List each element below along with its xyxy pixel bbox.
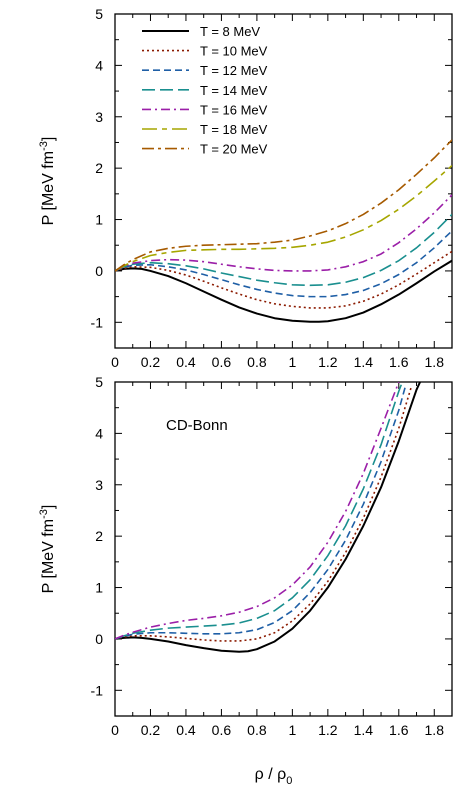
top-panel: 0 0.2 0.4 0.6 0.8 1 1.2 1.4 1.6 1.8 -1 0 1 2 3 4 5 P [MeV… xyxy=(38,6,453,370)
series-line xyxy=(115,384,407,640)
y-tick-label: -1 xyxy=(91,314,104,330)
y-tick-label: -1 xyxy=(91,682,104,698)
legend-label: T = 12 MeV xyxy=(200,63,268,78)
series-line xyxy=(115,213,452,287)
series-line xyxy=(115,259,452,323)
x-tick-label: 1.4 xyxy=(354,354,374,370)
x-tick-label: 1.6 xyxy=(389,722,409,738)
plot-frame xyxy=(114,381,453,717)
x-tick-label: 0.6 xyxy=(212,354,232,370)
series-line xyxy=(115,386,412,642)
x-tick-label: 1.6 xyxy=(389,354,409,370)
series-group xyxy=(115,139,452,323)
x-tick-label: 1 xyxy=(288,354,296,370)
legend-label: T = 20 MeV xyxy=(200,142,268,157)
x-tick-label: 0.2 xyxy=(141,722,161,738)
x-tick-label: 0.4 xyxy=(176,354,196,370)
x-tick-label: 0 xyxy=(111,722,119,738)
y-axis-title: P [MeV fm-3] xyxy=(38,505,57,594)
x-tick-label: 1.8 xyxy=(425,722,445,738)
y-axis-title: P [MeV fm-3] xyxy=(38,137,57,226)
series-line xyxy=(115,382,404,640)
x-tick-label: 1 xyxy=(288,722,296,738)
x-tick-label: 0.4 xyxy=(176,722,196,738)
plot-frame xyxy=(114,13,453,349)
legend-label: T = 14 MeV xyxy=(200,83,268,98)
series-line xyxy=(115,164,452,272)
x-tick-label: 0.2 xyxy=(141,354,161,370)
series-line xyxy=(115,230,452,298)
legend-label: T = 18 MeV xyxy=(200,122,268,137)
y-tick-label: 3 xyxy=(95,477,103,493)
legend-label: T = 16 MeV xyxy=(200,102,268,117)
x-tick-label: 1.2 xyxy=(318,354,338,370)
x-tick-label: 0 xyxy=(111,354,119,370)
legend-label: T = 8 MeV xyxy=(200,24,260,39)
bottom-panel: 0 0.2 0.4 0.6 0.8 1 1.2 1.4 1.6 1.8 -1 0 1 2 3 4 5 P [MeV… xyxy=(38,374,453,787)
series-line xyxy=(115,250,452,309)
x-tick-label: 0.8 xyxy=(247,722,267,738)
x-tick-label: 0.6 xyxy=(212,722,232,738)
model-annotation: CD-Bonn xyxy=(166,417,228,434)
x-tick-label: 1.4 xyxy=(354,722,374,738)
x-tick-label: 0.8 xyxy=(247,354,267,370)
y-tick-label: 1 xyxy=(95,580,103,596)
y-tick-label: 0 xyxy=(95,631,103,647)
y-tick-label: 5 xyxy=(95,374,103,390)
y-tick-label: 4 xyxy=(95,57,103,73)
y-tick-label: 4 xyxy=(95,425,103,441)
legend: T = 8 MeV T = 10 MeV T = 12 MeV T = 14 MeV T… xyxy=(142,24,268,157)
y-tick-label: 0 xyxy=(95,263,103,279)
y-tick-label: 2 xyxy=(95,528,103,544)
series-line xyxy=(115,382,400,640)
y-tick-label: 5 xyxy=(95,6,103,22)
y-tick-label: 2 xyxy=(95,160,103,176)
series-group xyxy=(115,382,421,653)
x-tick-label: 1.8 xyxy=(425,354,445,370)
y-tick-label: 3 xyxy=(95,109,103,125)
y-tick-label: 1 xyxy=(95,212,103,228)
series-line xyxy=(115,194,452,272)
x-axis-title: ρ / ρ0 xyxy=(255,766,293,787)
x-tick-label: 1.2 xyxy=(318,722,338,738)
legend-label: T = 10 MeV xyxy=(200,44,268,59)
series-line xyxy=(115,139,452,272)
series-line xyxy=(115,382,421,653)
